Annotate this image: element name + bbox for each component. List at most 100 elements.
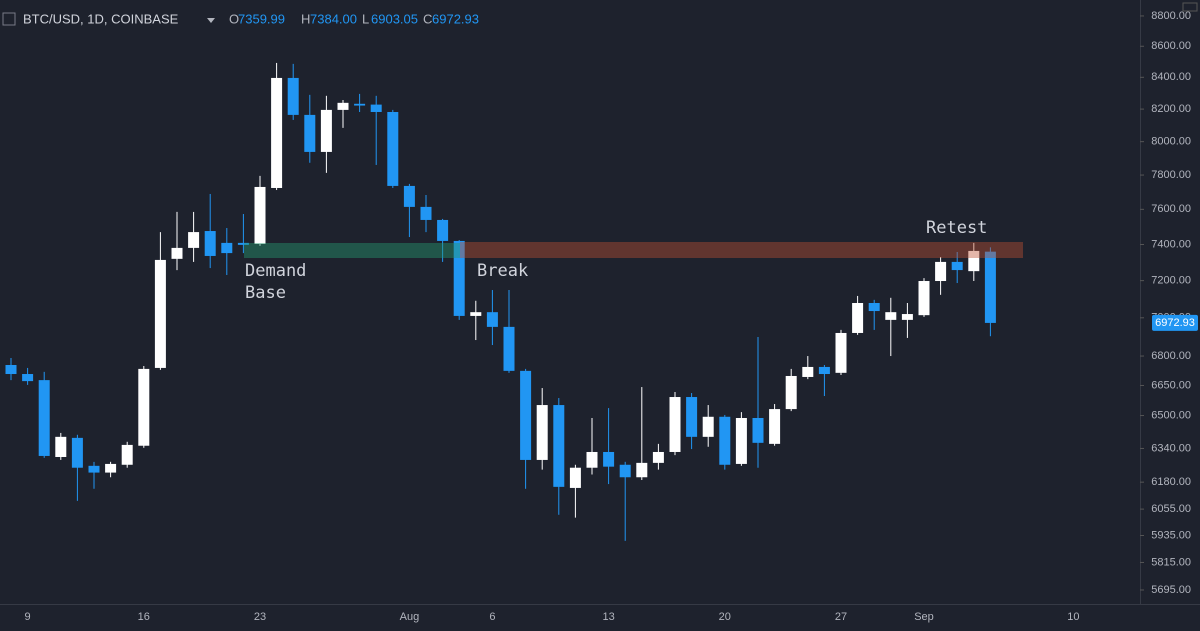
candle-body: [652, 451, 664, 463]
y-tick-label: 8800.00: [1151, 10, 1191, 22]
candle-body: [304, 114, 316, 152]
candle-body: [603, 451, 615, 467]
annotation: Base: [245, 283, 286, 303]
x-tick-label: 13: [602, 611, 614, 623]
y-tick-label: 8000.00: [1151, 136, 1191, 148]
x-tick-label: Sep: [914, 611, 934, 623]
candle-body: [88, 465, 100, 473]
candle-body: [536, 405, 548, 460]
candle-body: [702, 416, 714, 437]
legend-value: 7384.00: [310, 11, 357, 26]
candle-body: [503, 326, 515, 371]
candle-body: [835, 332, 847, 373]
candle-body: [171, 247, 183, 259]
y-tick-label: 5935.00: [1151, 529, 1191, 541]
legend-key: C: [423, 11, 432, 26]
candle-body: [271, 77, 283, 188]
candle-body: [337, 102, 349, 110]
symbol-title[interactable]: BTC/USD, 1D, COINBASE: [23, 11, 179, 26]
candle-body: [669, 397, 681, 452]
candle-body: [935, 261, 947, 282]
candle-body: [221, 242, 233, 254]
y-tick-label: 8400.00: [1151, 71, 1191, 83]
y-tick-label: 8200.00: [1151, 103, 1191, 115]
candle-body: [403, 185, 415, 207]
y-tick-label: 7600.00: [1151, 203, 1191, 215]
candle-body: [818, 366, 830, 375]
y-tick-label: 6800.00: [1151, 350, 1191, 362]
candle-body: [237, 242, 249, 245]
y-tick-label: 6650.00: [1151, 379, 1191, 391]
candle-body: [254, 186, 266, 244]
last-price-tag: [1152, 314, 1198, 331]
candle-body: [22, 374, 34, 382]
candle-body: [719, 416, 731, 465]
candle-body: [38, 380, 50, 456]
candle-body: [520, 370, 532, 460]
corner-box[interactable]: [1182, 2, 1198, 12]
candle-body: [470, 312, 482, 316]
candle-body: [138, 368, 150, 446]
y-tick-label: 6180.00: [1151, 476, 1191, 488]
candle-body: [769, 409, 781, 444]
y-tick-label: 6055.00: [1151, 503, 1191, 515]
candle-body: [188, 232, 200, 248]
x-tick-label: 20: [719, 611, 731, 623]
y-tick-label: 7400.00: [1151, 238, 1191, 250]
candle-body: [354, 103, 366, 106]
candle-body: [901, 314, 913, 320]
x-tick-label: 9: [25, 611, 31, 623]
candle-body: [885, 312, 897, 320]
y-tick-label: 5815.00: [1151, 556, 1191, 568]
legend-key: L: [362, 11, 369, 26]
annotation: Demand: [245, 261, 306, 281]
legend-value: 6972.93: [432, 11, 479, 26]
x-tick-label: 23: [254, 611, 266, 623]
y-tick-label: 6500.00: [1151, 409, 1191, 421]
candle-body: [453, 240, 465, 316]
candle-body: [984, 251, 996, 323]
candles: [5, 62, 996, 541]
candle-body: [636, 462, 648, 478]
y-tick-label: 5695.00: [1151, 584, 1191, 596]
y-tick-label: 7200.00: [1151, 275, 1191, 287]
annotation: Retest: [926, 218, 987, 238]
legend-value: 7359.99: [238, 11, 285, 26]
candle-body: [287, 77, 299, 115]
legend-key: H: [301, 11, 310, 26]
annotation: Break: [477, 261, 528, 281]
candle-body: [619, 464, 631, 478]
y-tick-label: 6340.00: [1151, 442, 1191, 454]
x-tick-label: 10: [1067, 611, 1079, 623]
y-tick-label: 8600.00: [1151, 40, 1191, 52]
candle-body: [370, 104, 382, 112]
candle-body: [868, 303, 880, 312]
candle-body: [320, 109, 332, 152]
last-price-label: 6972.93: [1155, 317, 1195, 329]
candle-body: [204, 231, 216, 256]
candle-body: [752, 417, 764, 443]
candle-body: [951, 261, 963, 271]
legend-key: O: [229, 11, 239, 26]
candle-body: [5, 364, 17, 375]
candle-body: [569, 467, 581, 488]
candle-body: [486, 312, 498, 327]
demand-zone: [244, 243, 460, 258]
symbol-caret[interactable]: [207, 18, 215, 23]
x-tick-label: 16: [138, 611, 150, 623]
axes: 8800.00 8600.00 8400.00 8200.00 8000.00 7800.…: [25, 10, 1198, 623]
y-tick-label: 7800.00: [1151, 169, 1191, 181]
x-tick-label: 6: [489, 611, 495, 623]
candle-body: [105, 463, 117, 473]
candle-body: [437, 219, 449, 241]
candle-body: [918, 281, 930, 316]
candle-body: [686, 397, 698, 437]
candle-body: [71, 437, 83, 468]
candle-body: [154, 259, 166, 368]
candle-body: [785, 375, 797, 410]
candle-body: [420, 206, 432, 220]
toggle-icon[interactable]: [2, 12, 16, 26]
candle-body: [387, 111, 399, 186]
